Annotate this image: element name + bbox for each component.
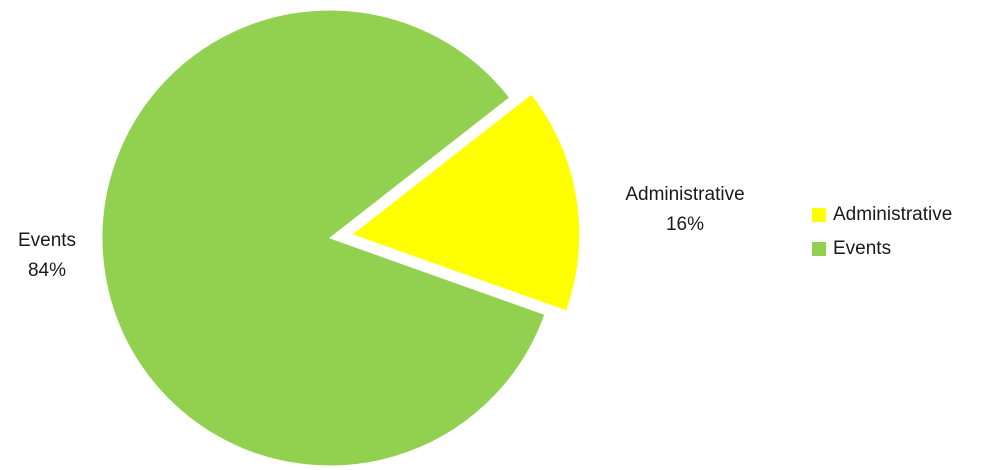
data-label-category-administrative: Administrative (625, 184, 744, 205)
pie-slice-events (101, 9, 546, 467)
legend-swatch-administrative (812, 208, 826, 222)
legend-label-administrative: Administrative (833, 204, 953, 225)
chart-legend: Administrative Events (812, 200, 952, 268)
data-label-events: Events 84% (18, 230, 76, 281)
data-label-percent-events: 84% (28, 260, 66, 281)
data-label-category-events: Events (18, 230, 76, 251)
legend-swatch-events (812, 242, 826, 256)
legend-label-events: Events (833, 238, 892, 259)
data-label-percent-administrative: 16% (666, 214, 704, 235)
legend-item-events: Events (812, 234, 952, 264)
pie-data-labels: Administrative 16% Events 84% (18, 184, 745, 281)
pie-slices (101, 9, 581, 467)
pie-slice-administrative (350, 93, 581, 312)
legend-item-administrative: Administrative (812, 200, 952, 230)
data-label-administrative: Administrative 16% (625, 184, 744, 235)
